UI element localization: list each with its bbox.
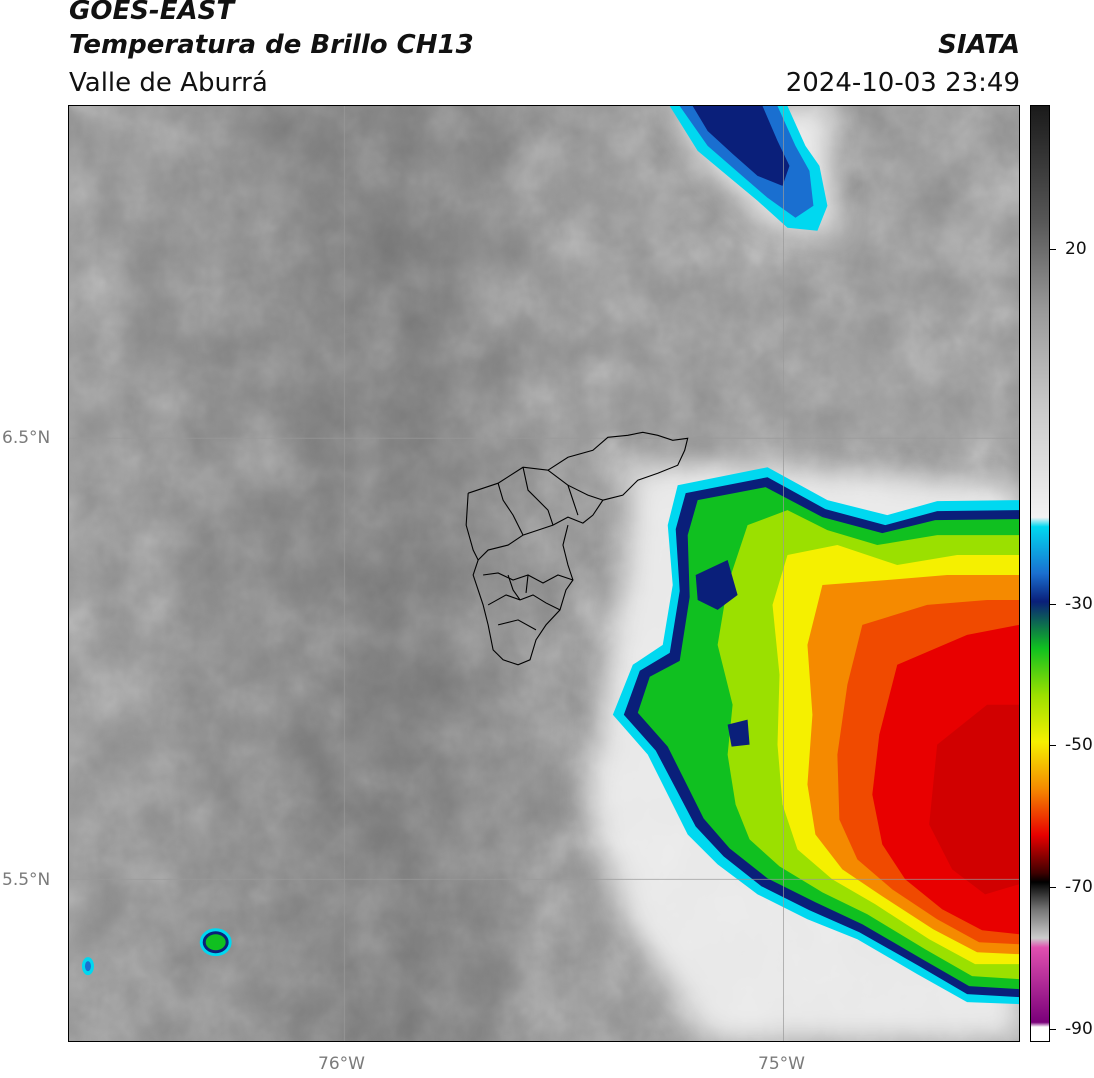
storm-cell-small-2 <box>81 957 94 976</box>
colorbar-tick <box>1050 745 1056 746</box>
org-label: SIATA <box>938 30 1020 60</box>
region-subtitle: Valle de Aburrá <box>69 68 268 98</box>
colorbar-label: -70 <box>1065 877 1093 897</box>
map-gridlines <box>69 106 1019 1041</box>
colorbar-tick <box>1050 604 1056 605</box>
colorbar-label: -30 <box>1065 594 1093 614</box>
storm-cell-north <box>669 106 828 231</box>
lon-label-76: 76°W <box>318 1054 365 1074</box>
storm-complex <box>612 467 1019 1005</box>
lon-label-75: 75°W <box>758 1054 805 1074</box>
storm-cell-small-1 <box>199 928 232 957</box>
colorbar-tick <box>1050 1029 1056 1030</box>
colorbar-tick <box>1050 249 1056 250</box>
colorbar-label: -90 <box>1065 1019 1093 1039</box>
product-title: Temperatura de Brillo CH13 <box>69 30 474 60</box>
datetime-label: 2024-10-03 23:49 <box>785 68 1020 98</box>
lat-label-6-5: 6.5°N <box>2 428 51 448</box>
map-canvas <box>69 106 1019 1041</box>
satellite-map[interactable] <box>68 105 1020 1042</box>
municipal-boundaries <box>465 431 689 666</box>
colorbar-label: -50 <box>1065 735 1093 755</box>
temperature-colorbar <box>1030 105 1050 1042</box>
satellite-title: GOES-EAST <box>69 0 235 26</box>
colorbar-tick <box>1050 887 1056 888</box>
lat-label-5-5: 5.5°N <box>2 870 51 890</box>
colorbar-label: 20 <box>1065 239 1087 259</box>
